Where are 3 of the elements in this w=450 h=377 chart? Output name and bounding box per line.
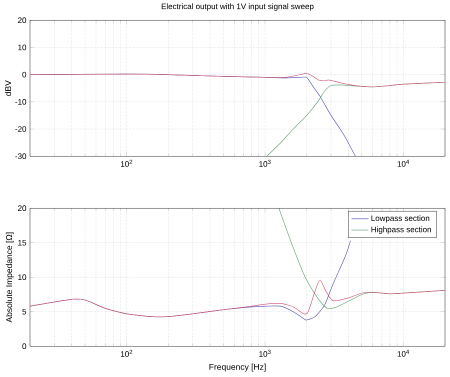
y-axis-title: Absolute Impedance [Ω] [6, 232, 14, 322]
x-axis-title: Frequency [Hz] [209, 364, 266, 372]
y-axis-title: dBV [4, 80, 12, 96]
